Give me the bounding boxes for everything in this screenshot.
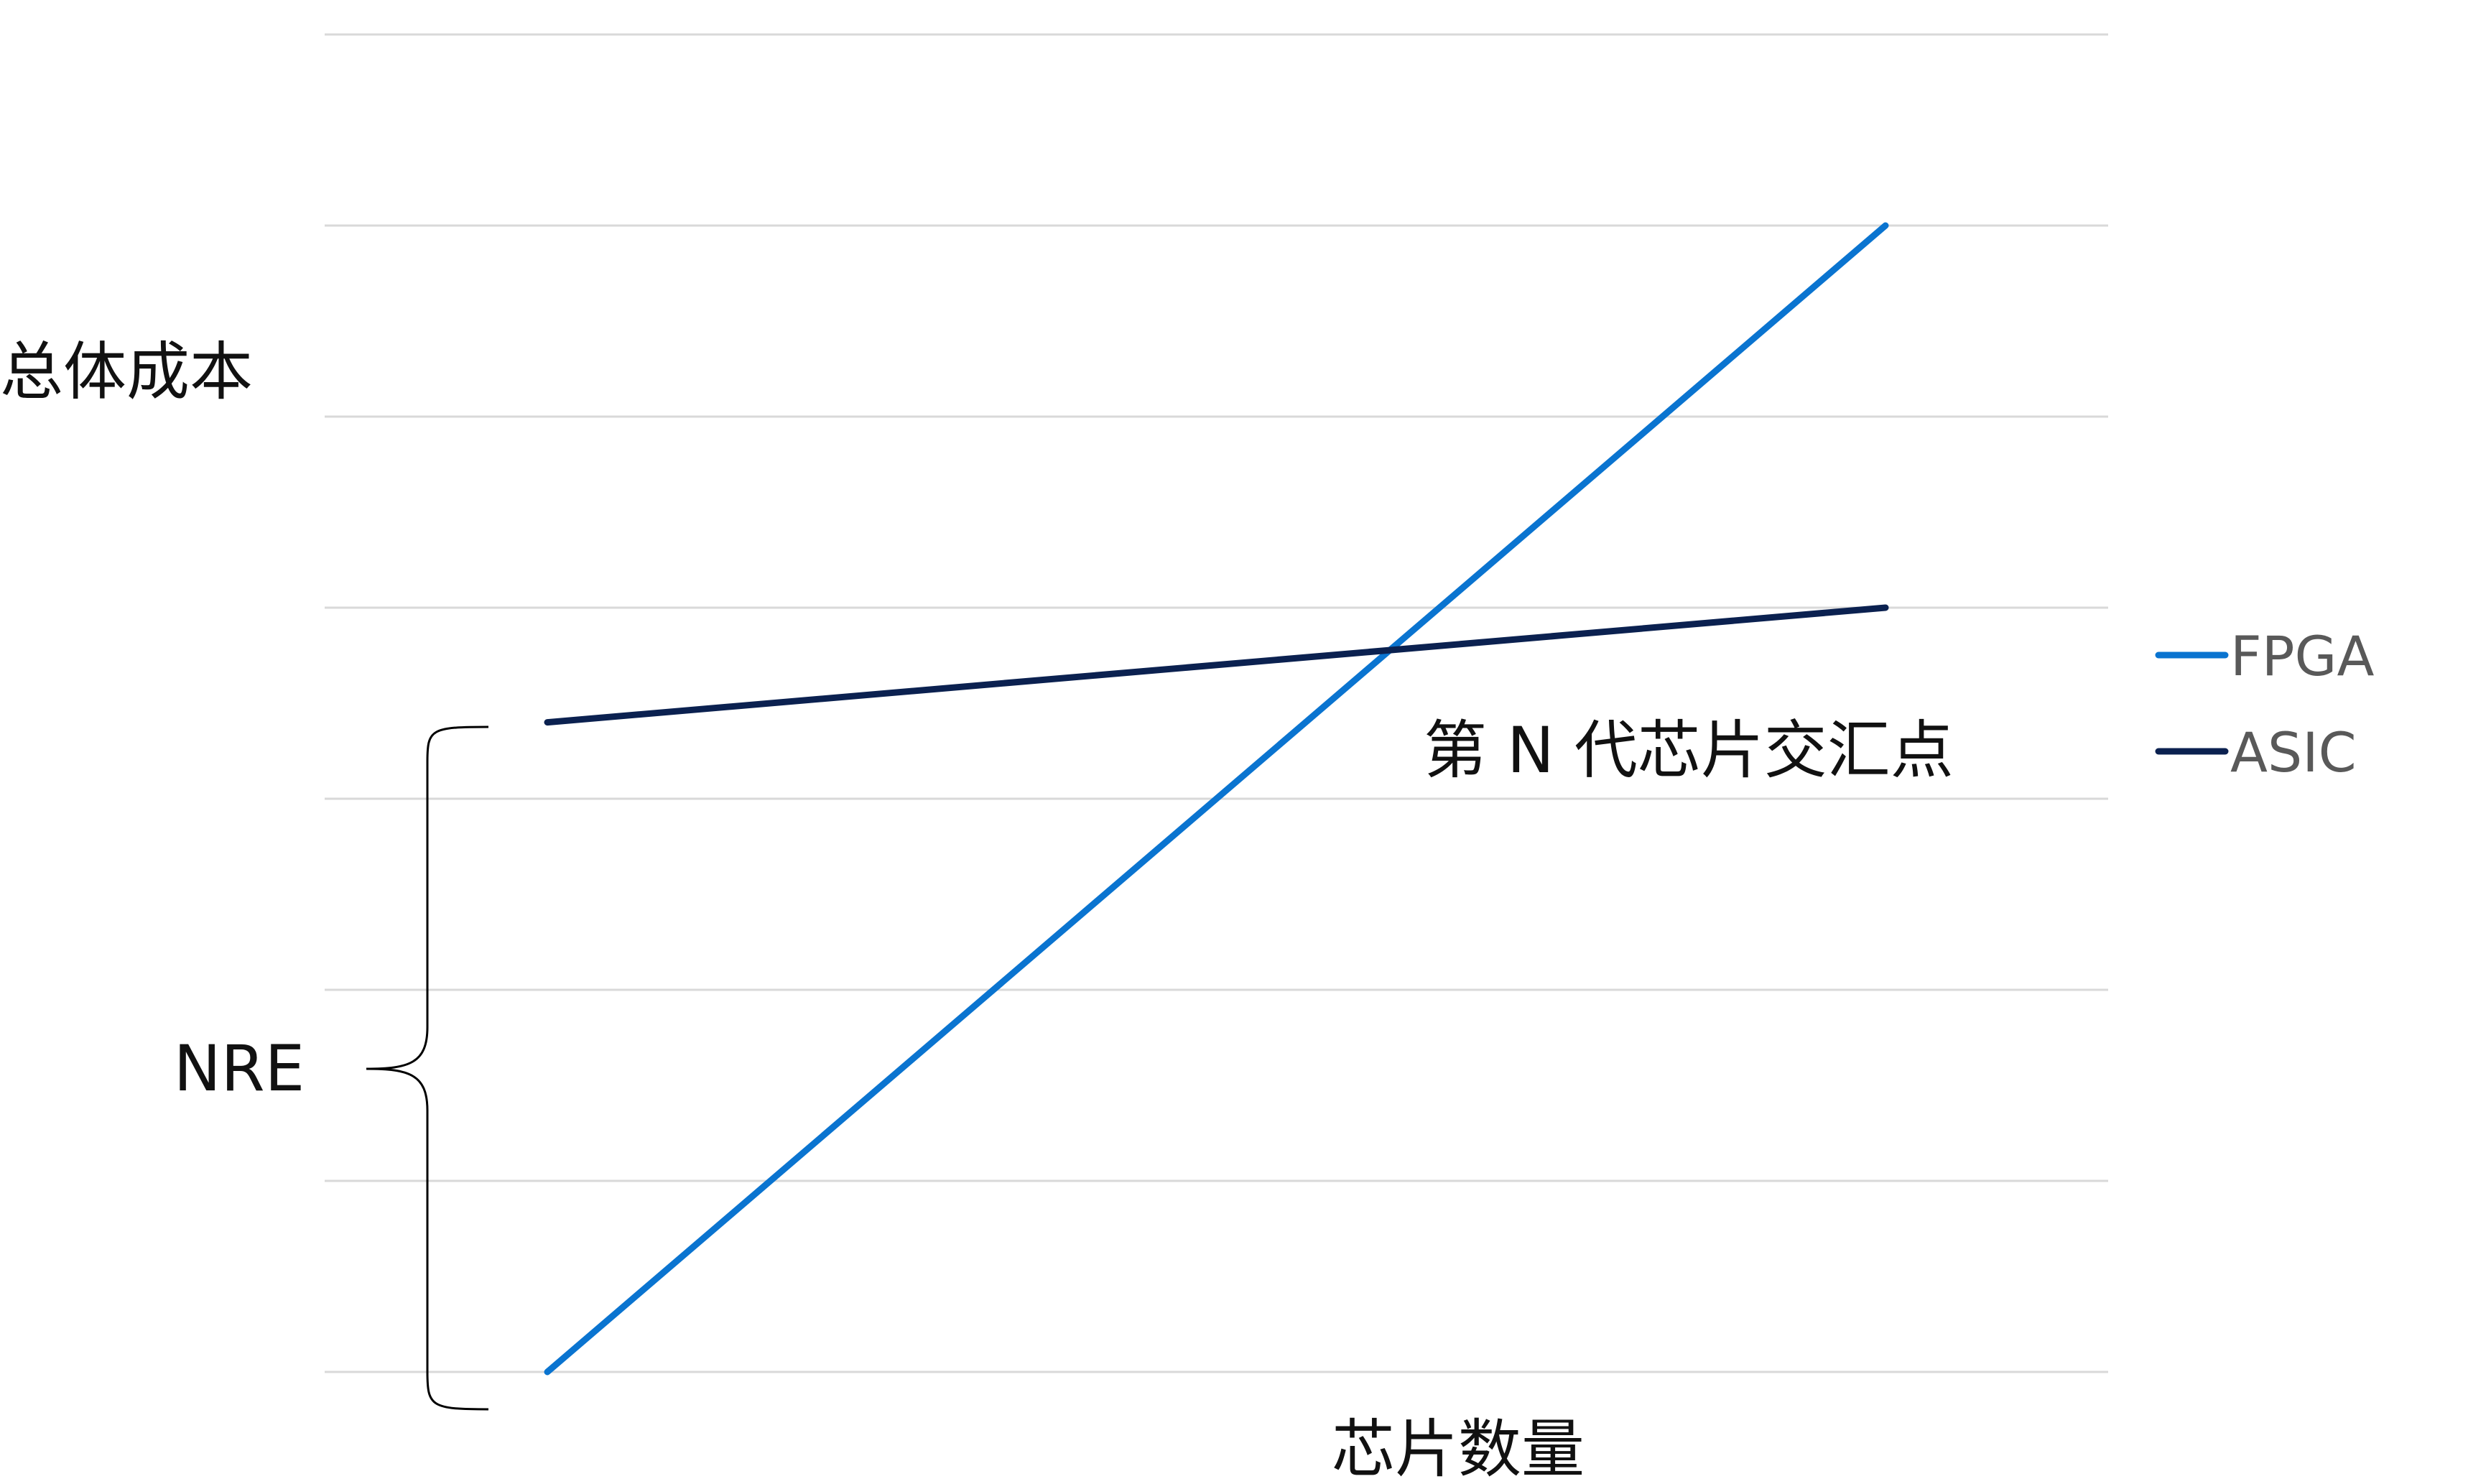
- crossover-annotation: 第 N 代芯片交汇点: [1424, 713, 1954, 787]
- nre-brace: [366, 725, 489, 1411]
- legend-label-asic: ASIC: [2230, 720, 2357, 784]
- nre-label: NRE: [174, 1031, 305, 1105]
- gridlines: [325, 33, 2108, 1373]
- x-axis-label: 芯片数量: [1332, 1412, 1585, 1484]
- legend: FPGA ASIC: [2155, 624, 2374, 784]
- y-axis-label: 总体成本: [0, 335, 253, 409]
- series-lines: [544, 222, 1889, 1376]
- legend-label-fpga: FPGA: [2230, 624, 2374, 688]
- series-line-asic: [544, 604, 1889, 726]
- series-line-fpga: [544, 222, 1889, 1376]
